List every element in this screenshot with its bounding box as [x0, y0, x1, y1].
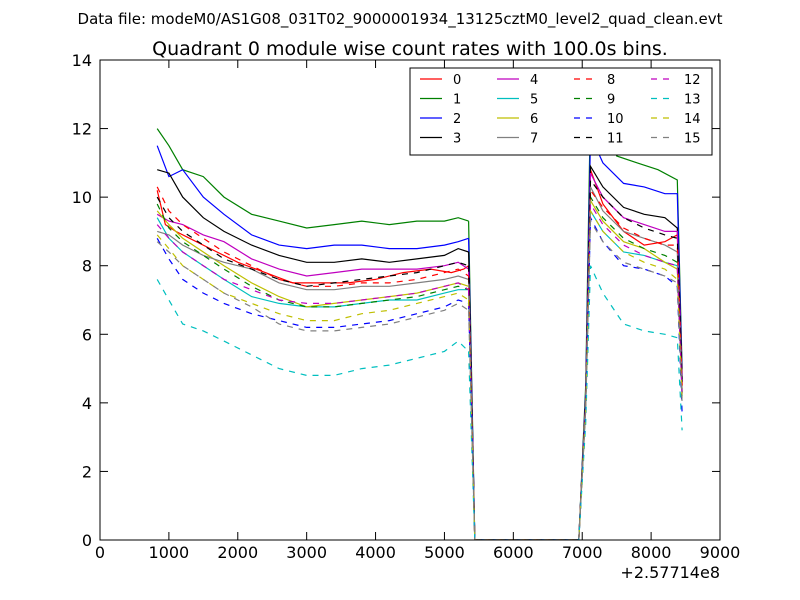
series-10-line-1 — [468, 217, 683, 540]
series-0-line-1 — [468, 169, 683, 540]
legend-label-5: 5 — [530, 93, 538, 108]
plot-area-lines — [156, 100, 683, 540]
series-2 — [156, 135, 683, 540]
series-14-line-0 — [156, 234, 469, 322]
x-tick-label: 5000 — [424, 543, 465, 562]
y-tick-label: 12 — [72, 120, 92, 139]
x-tick-label: 0 — [95, 543, 105, 562]
series-3 — [157, 164, 683, 540]
y-tick-label: 2 — [82, 462, 92, 481]
series-8 — [156, 186, 683, 540]
legend-label-6: 6 — [530, 112, 538, 127]
series-7-line-0 — [157, 230, 469, 291]
legend-label-11: 11 — [607, 132, 624, 147]
legend-box — [409, 67, 713, 156]
x-tick-label: 8000 — [631, 543, 672, 562]
series-14 — [156, 208, 683, 540]
series-13-line-0 — [156, 279, 470, 376]
series-9 — [156, 195, 683, 540]
series-4-line-0 — [156, 213, 469, 277]
x-tick-label: 4000 — [355, 543, 396, 562]
series-0-line-0 — [156, 190, 469, 284]
series-2-line-0 — [156, 145, 469, 250]
legend-label-13: 13 — [684, 93, 701, 108]
series-12 — [156, 201, 683, 540]
series-3-line-0 — [157, 169, 469, 263]
series-8-line-1 — [468, 188, 683, 540]
legend-label-0: 0 — [453, 73, 461, 88]
series-13-line-1 — [468, 265, 683, 540]
legend-label-3: 3 — [453, 132, 461, 147]
series-9-line-1 — [468, 195, 683, 540]
series-12-line-0 — [156, 224, 469, 304]
legend-label-14: 14 — [684, 112, 701, 127]
legend-label-12: 12 — [684, 73, 701, 88]
series-3-line-1 — [468, 164, 683, 540]
legend-label-10: 10 — [607, 112, 624, 127]
series-1-line-1 — [468, 100, 683, 540]
x-axis: 0 1000 2000 3000 4000 5000 6000 7000 8000 9000 — [95, 60, 740, 562]
series-0 — [156, 169, 683, 540]
x-tick-label: 1000 — [149, 543, 190, 562]
series-7-line-1 — [468, 186, 683, 540]
series-12-line-1 — [468, 201, 683, 540]
series-10 — [156, 217, 683, 540]
plot-frame — [99, 59, 721, 541]
series-11-line-0 — [156, 196, 469, 287]
series-4 — [156, 172, 683, 540]
y-tick-label: 6 — [82, 325, 92, 344]
series-5-line-1 — [468, 208, 683, 540]
series-13 — [156, 265, 683, 540]
x-tick-label: 6000 — [493, 543, 534, 562]
series-8-line-0 — [156, 186, 469, 287]
series-14-line-1 — [468, 208, 683, 540]
series-9-line-0 — [156, 203, 469, 308]
legend-label-15: 15 — [684, 132, 701, 147]
data-file-label: Data file: modeM0/AS1G08_031T02_90000019… — [78, 10, 723, 29]
y-tick-label: 8 — [82, 257, 92, 276]
x-tick-label: 9000 — [700, 543, 741, 562]
legend-label-8: 8 — [607, 73, 615, 88]
series-6-line-1 — [468, 198, 683, 540]
y-tick-label: 10 — [72, 188, 92, 207]
series-15-line-1 — [468, 219, 683, 540]
series-6 — [156, 198, 683, 540]
legend-label-4: 4 — [530, 73, 538, 88]
x-tick-label: 7000 — [562, 543, 603, 562]
legend-label-9: 9 — [607, 93, 615, 108]
y-tick-label: 4 — [82, 394, 92, 413]
x-axis-offset-label: +2.57714e8 — [620, 563, 720, 582]
series-1 — [156, 100, 683, 540]
y-tick-label: 0 — [82, 531, 92, 550]
series-7 — [157, 186, 683, 540]
series-11 — [156, 178, 683, 540]
series-1-line-0 — [156, 128, 469, 229]
series-10-line-0 — [156, 238, 469, 328]
y-tick-label: 14 — [72, 51, 92, 70]
series-6-line-0 — [156, 210, 469, 308]
series-5 — [156, 208, 683, 540]
series-11-line-1 — [468, 178, 683, 540]
x-tick-label: 3000 — [286, 543, 327, 562]
legend-label-7: 7 — [530, 132, 538, 147]
series-4-line-1 — [468, 172, 683, 540]
legend-label-2: 2 — [453, 112, 461, 127]
series-15 — [156, 219, 683, 540]
chart-title: Quadrant 0 module wise count rates with … — [152, 38, 668, 60]
x-tick-label: 2000 — [217, 543, 258, 562]
legend-label-1: 1 — [453, 93, 461, 108]
series-2-line-1 — [468, 135, 683, 540]
